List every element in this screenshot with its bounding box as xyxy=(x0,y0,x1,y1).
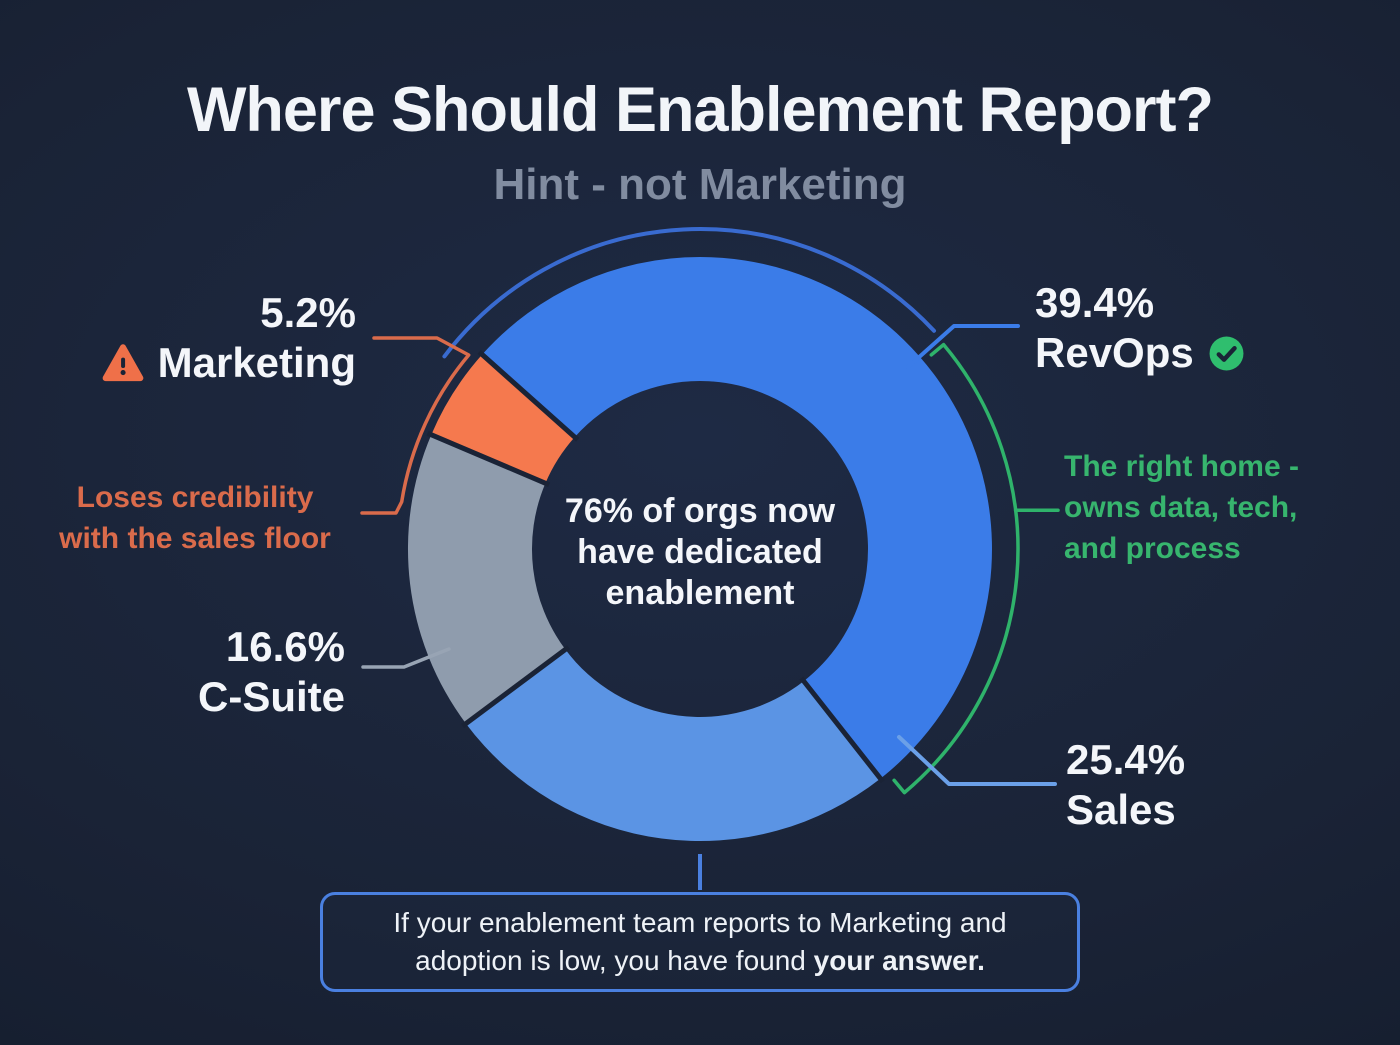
marketing-bracket xyxy=(360,336,471,515)
donut-segments xyxy=(407,257,992,842)
sales-connector xyxy=(897,735,1057,786)
csuite-label: 16.6% C-Suite xyxy=(105,622,345,722)
revops-label: 39.4% RevOps xyxy=(1035,278,1355,378)
page-subtitle: Hint - not Marketing xyxy=(493,160,907,209)
marketing-name: Marketing xyxy=(157,339,356,386)
marketing-label: 5.2% Marketing xyxy=(60,288,356,388)
donut-segment-marketing xyxy=(431,354,575,484)
segment-divider xyxy=(426,430,551,488)
callout-box: If your enablement team reports to Marke… xyxy=(320,892,1080,992)
sales-percent: 25.4% xyxy=(1066,736,1186,783)
donut-segment-revops xyxy=(700,257,992,779)
sales-label: 25.4% Sales xyxy=(1066,735,1326,835)
segment-divider xyxy=(461,645,570,729)
revops-name: RevOps xyxy=(1035,329,1194,376)
top-outer-arc xyxy=(442,227,936,359)
marketing-percent: 5.2% xyxy=(260,289,356,336)
donut-segment-other xyxy=(482,257,700,438)
revops-annotation: The right home - owns data, tech, and pr… xyxy=(1064,450,1299,565)
marketing-annotation: Loses credibility with the sales floor xyxy=(59,481,331,555)
csuite-connector xyxy=(361,647,451,669)
segment-divider xyxy=(799,676,885,784)
page-title: Where Should Enablement Report? xyxy=(186,75,1214,145)
warning-icon xyxy=(102,343,144,383)
revops-bracket xyxy=(892,342,1020,795)
csuite-name: C-Suite xyxy=(198,673,345,720)
sales-name: Sales xyxy=(1066,786,1176,833)
callout-text: If your enablement team reports to Marke… xyxy=(393,907,1007,976)
donut-segment-sales xyxy=(465,649,881,842)
check-circle-icon xyxy=(1208,335,1245,372)
segment-divider xyxy=(477,350,580,442)
revops-percent: 39.4% xyxy=(1035,279,1155,326)
revops-connector xyxy=(906,324,1020,369)
csuite-percent: 16.6% xyxy=(225,623,345,670)
donut-center-text: 76% of orgs now have dedicated enablemen… xyxy=(564,492,836,612)
